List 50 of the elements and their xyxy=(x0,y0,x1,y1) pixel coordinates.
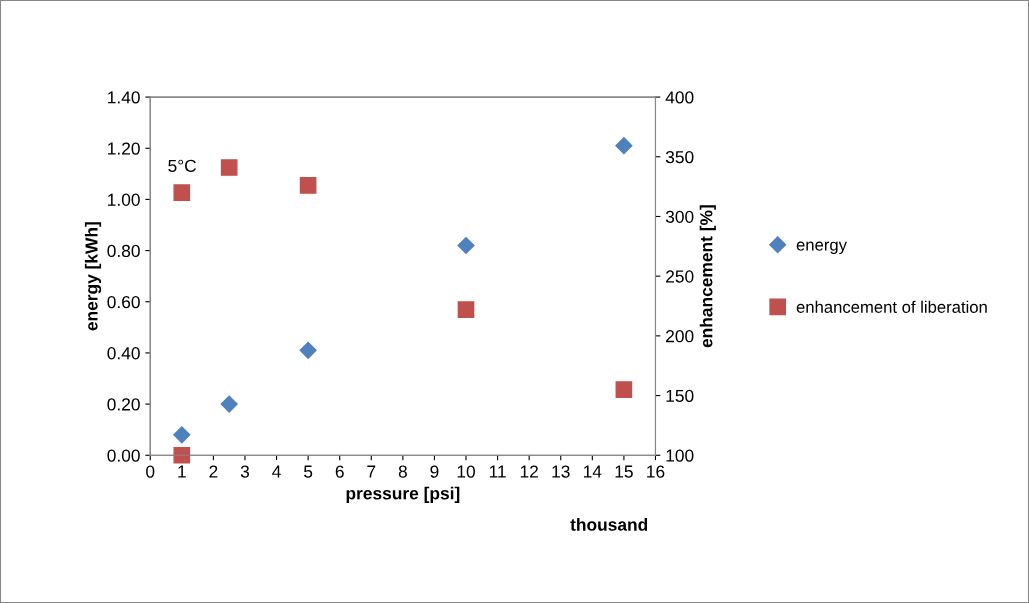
point xyxy=(299,341,317,359)
point xyxy=(457,236,475,255)
x-tick-label: 14 xyxy=(583,465,602,478)
y-tick-label: 0.40 xyxy=(107,347,140,360)
y2-tick-label: 300 xyxy=(665,210,694,223)
x-tick-label: 4 xyxy=(272,465,281,478)
text: thousand xyxy=(570,518,648,531)
y2-axis-title: enhancement [%] xyxy=(699,205,716,348)
y-tick-label: 1.00 xyxy=(108,193,140,206)
y-tick-label: 0.00 xyxy=(107,449,140,462)
x-tick-label: 6 xyxy=(335,465,344,478)
y-tick-label: 0.80 xyxy=(107,244,140,258)
x-tick-label: 3 xyxy=(240,465,250,478)
point xyxy=(220,395,238,413)
y-tick-label: 1.40 xyxy=(108,91,140,104)
x-tick-label: 1 xyxy=(178,465,186,478)
point xyxy=(173,446,191,464)
y2-tick-label: 350 xyxy=(665,150,694,164)
y2-tick-label: 200 xyxy=(666,330,694,343)
x-tick-label: 15 xyxy=(615,465,633,478)
y-tick-label: 0.20 xyxy=(107,398,140,411)
point xyxy=(173,184,191,201)
x-tick-label: 11 xyxy=(489,465,506,478)
x-tick-label: 9 xyxy=(430,465,439,478)
x-tick-label: 5 xyxy=(303,465,313,478)
y-tick-label: 0.60 xyxy=(107,295,140,309)
legend-label: energy xyxy=(796,241,847,255)
x-tick-label: 12 xyxy=(520,465,538,478)
y2-tick-label: 100 xyxy=(666,449,694,462)
x-tick-label: 8 xyxy=(398,465,407,478)
point xyxy=(457,301,475,318)
x-tick-label: 16 xyxy=(647,465,665,478)
y-axis-title: energy [kWh] xyxy=(84,222,102,331)
point xyxy=(615,381,633,398)
point xyxy=(615,137,633,155)
y2-tick-label: 250 xyxy=(666,270,694,283)
annotation: 5°C xyxy=(168,159,197,173)
y2-tick-label: 400 xyxy=(665,91,694,104)
x-tick-label: 13 xyxy=(552,465,570,478)
x-axis-title: pressure [psi] xyxy=(346,486,460,503)
point xyxy=(299,177,317,194)
point xyxy=(220,159,238,176)
point xyxy=(173,426,191,444)
x-tick-label: 0 xyxy=(146,465,155,478)
x-tick-label: 7 xyxy=(367,465,376,478)
x-tick-label: 10 xyxy=(457,465,475,478)
y2-tick-label: 150 xyxy=(666,389,694,403)
legend-label: enhancement of liberation xyxy=(796,300,987,313)
y-tick-label: 1.20 xyxy=(108,142,140,155)
x-tick-label: 2 xyxy=(209,465,218,478)
